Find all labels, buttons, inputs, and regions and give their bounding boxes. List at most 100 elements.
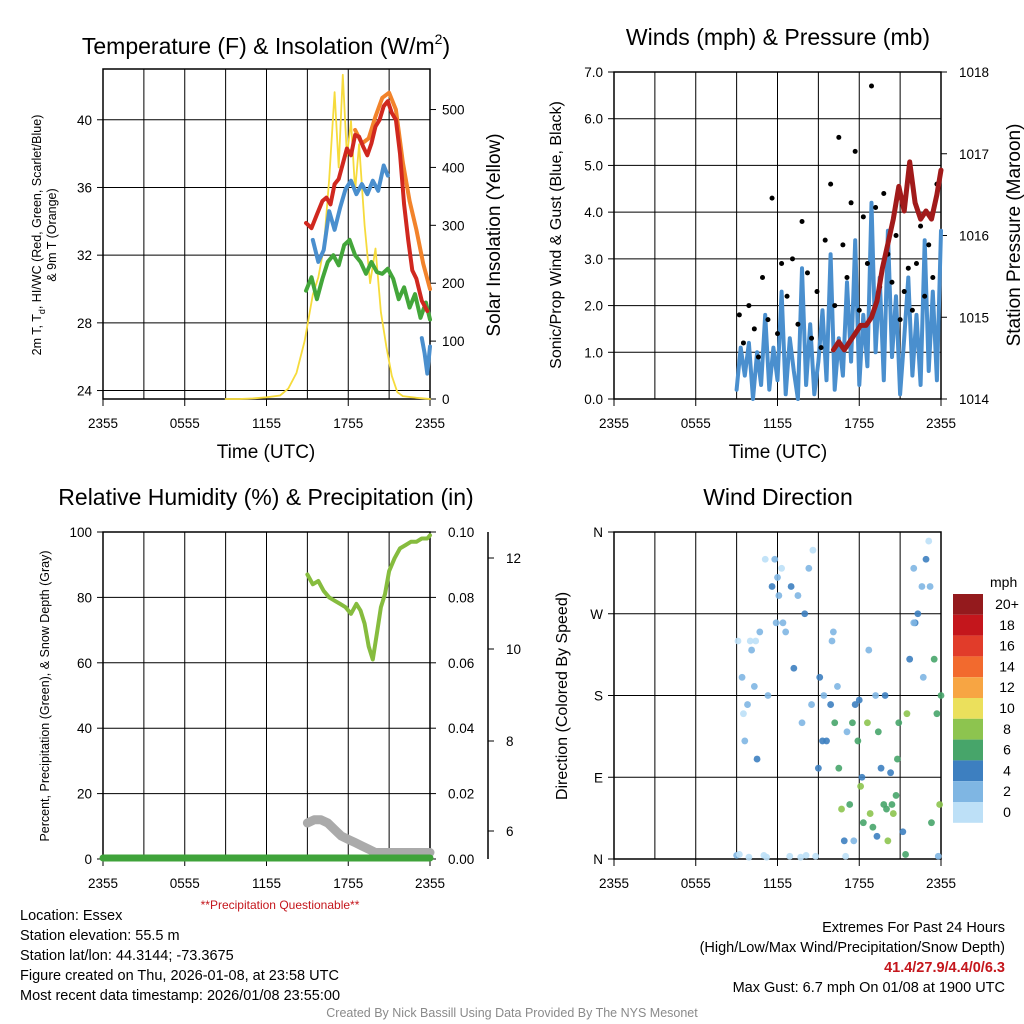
y-tick-label: 6.0 — [584, 112, 603, 127]
wind-direction-point — [889, 810, 897, 817]
wind-direction-point — [874, 728, 882, 736]
legend-label: 0 — [1003, 804, 1011, 820]
gust-point — [869, 83, 875, 89]
wind-direction-point — [745, 853, 753, 861]
station-info: Location: Essex Station elevation: 55.5 … — [20, 906, 340, 1006]
wind-direction-point — [768, 583, 776, 590]
wind-direction-point — [794, 592, 802, 599]
extremes-box: Extremes For Past 24 Hours (High/Low/Max… — [700, 918, 1005, 998]
legend-swatch — [953, 802, 983, 823]
wind-direction-point — [790, 664, 798, 672]
winds-ylabel: Sonic/Prop Wind & Gust (Blue, Black) — [548, 101, 565, 369]
wind-direction-point — [903, 710, 911, 718]
gust-point — [836, 134, 842, 140]
station-latlon: Station lat/lon: 44.3144; -73.3675 — [20, 948, 234, 964]
pressure-line — [830, 159, 944, 353]
snow-tick-label: 8 — [506, 734, 514, 749]
extremes-values: 41.4/27.9/4.4/0/6.3 — [884, 960, 1005, 976]
gust-point — [814, 289, 820, 295]
wind-direction-point — [883, 805, 890, 813]
wind-direction-point — [842, 852, 850, 860]
x-tick-label: 1155 — [252, 416, 281, 431]
gust-point — [755, 354, 761, 360]
gust-point — [926, 242, 932, 248]
x-tick-label: 1755 — [844, 876, 874, 891]
gust-point — [840, 242, 846, 248]
wind-direction-point — [735, 851, 743, 858]
wind-direction-point — [748, 646, 756, 654]
wind-direction-point — [849, 719, 856, 727]
wind-direction-point — [752, 637, 760, 645]
2m-t-line — [304, 99, 430, 313]
wind-direction-point — [740, 710, 747, 718]
wind-direction-point — [866, 810, 874, 817]
gust-point — [779, 261, 785, 267]
legend-label: 10 — [999, 700, 1015, 716]
x-tick-label: 2355 — [415, 416, 445, 431]
wind-direction-point — [764, 692, 772, 699]
x-tick-label: 0555 — [170, 876, 200, 891]
winds-panel: Winds (mph) & Pressure (mb) Sonic/Prop W… — [548, 24, 1024, 463]
wind-direction-point — [763, 853, 770, 861]
snow-depth-line — [302, 815, 435, 857]
wind-direction-point — [738, 673, 746, 681]
y-tick-label: 80 — [77, 590, 92, 605]
wind-direction-point — [829, 628, 837, 636]
snow-tick-label: 12 — [506, 551, 521, 566]
wind-direction-point — [816, 673, 824, 681]
wind-direction-point — [814, 764, 822, 772]
gust-point — [864, 261, 870, 267]
gust-point — [881, 190, 887, 196]
station-location: Location: Essex — [20, 908, 123, 924]
gust-point — [789, 256, 795, 262]
wind-direction-point — [918, 583, 926, 590]
wind-direction-point — [899, 828, 907, 836]
wind-direction-point — [910, 619, 918, 627]
legend-swatch — [953, 594, 983, 615]
y-tick-label: 5.0 — [584, 158, 603, 173]
legend-label: 16 — [999, 638, 1015, 654]
snow-tick-label: 10 — [506, 642, 521, 657]
x-tick-label: 2355 — [599, 416, 629, 431]
dew-point-line — [304, 237, 432, 322]
y2-tick-label: 1014 — [959, 392, 990, 407]
gust-point — [769, 195, 775, 201]
wind-direction-point — [778, 564, 785, 572]
y2-tick-label: 0 — [442, 392, 450, 407]
wind-direction-point — [756, 628, 764, 636]
wind-direction-point — [877, 764, 885, 772]
wind-direction-point — [902, 851, 909, 858]
wind-direction-point — [838, 805, 845, 813]
legend-label: 4 — [1003, 762, 1011, 778]
winds-xlabel: Time (UTC) — [729, 442, 828, 463]
wind-direction-point — [761, 555, 769, 563]
y-tick-label: W — [590, 607, 603, 622]
wind-direction-point — [805, 564, 813, 572]
y2-tick-label: 100 — [442, 334, 465, 349]
wind-direction-point — [854, 737, 862, 745]
gust-point — [775, 331, 780, 337]
wind-direction-point — [843, 728, 851, 736]
gust-point — [795, 321, 801, 327]
gust-point — [897, 317, 903, 323]
x-tick-label: 0555 — [681, 416, 711, 431]
wind-direction-point — [779, 619, 787, 627]
wind-direction-point — [774, 574, 781, 581]
gust-point — [848, 200, 854, 206]
max-gust: Max Gust: 6.7 mph On 01/08 at 1900 UTC — [732, 980, 1005, 996]
credit-line: Created By Nick Bassill Using Data Provi… — [326, 1006, 698, 1020]
y2-tick-label: 200 — [442, 276, 465, 291]
y-tick-label: 2.0 — [584, 299, 603, 314]
wind-direction-point — [828, 637, 836, 645]
y2-tick-label: 0.06 — [448, 656, 474, 671]
legend-label: 2 — [1003, 783, 1011, 799]
gust-point — [804, 270, 810, 276]
gust-point — [893, 233, 899, 238]
station-elevation: Station elevation: 55.5 m — [20, 928, 180, 944]
temperature-title: Temperature (F) & Insolation (W/m2) — [82, 31, 450, 59]
gust-point — [852, 148, 858, 154]
y2-tick-label: 1015 — [959, 310, 989, 325]
x-tick-label: 1755 — [844, 416, 874, 431]
figure-created: Figure created on Thu, 2026-01-08, at 23… — [20, 968, 339, 984]
